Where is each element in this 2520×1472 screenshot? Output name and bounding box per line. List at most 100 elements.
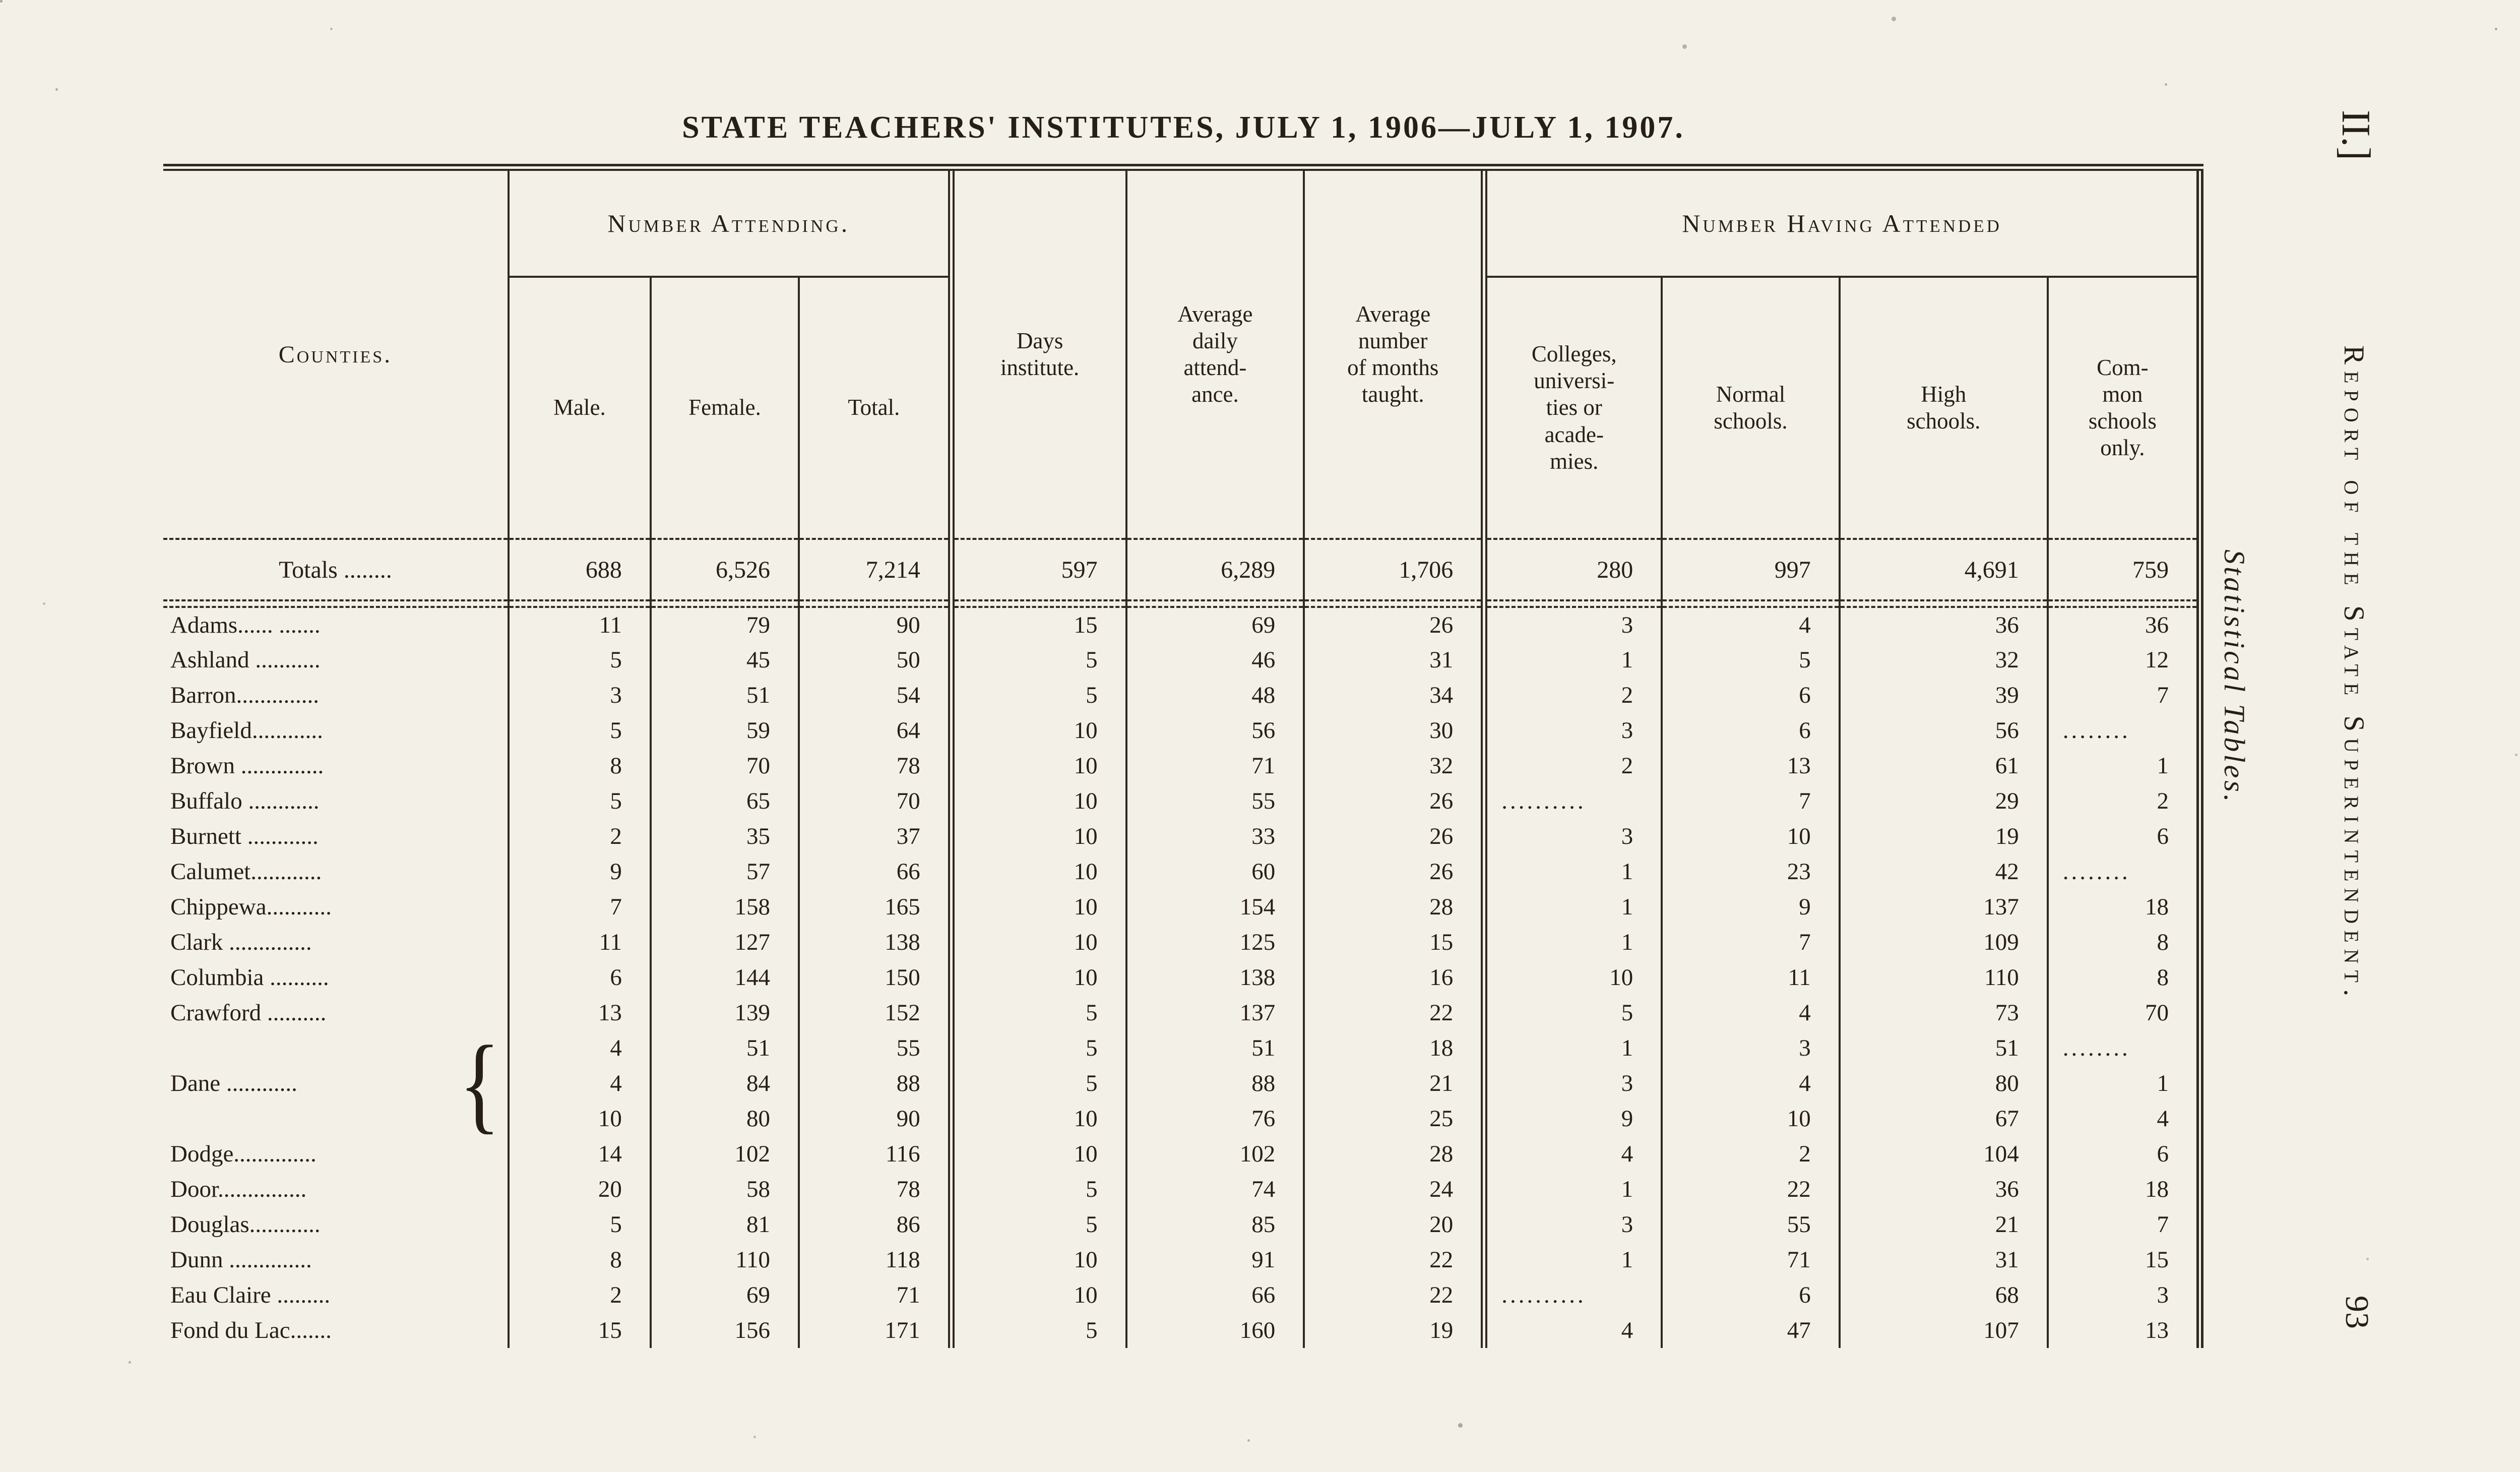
- value-cell: 70: [2046, 995, 2200, 1030]
- value-cell: 9: [1661, 889, 1840, 925]
- county-cell: Douglas............: [170, 1211, 321, 1238]
- value-cell: 68: [1838, 1277, 2048, 1313]
- value-cell: 10: [948, 819, 1126, 854]
- value-cell: 10: [948, 960, 1126, 995]
- page-number: 93: [2339, 1296, 2375, 1329]
- value-cell: 66: [1125, 1277, 1304, 1313]
- value-cell: 5: [1481, 995, 1662, 1030]
- value-cell: 6: [1661, 713, 1840, 748]
- value-cell: 20: [507, 1172, 651, 1207]
- value-cell: 46: [1125, 642, 1304, 678]
- value-cell: 5: [948, 995, 1126, 1030]
- value-cell: 7: [507, 889, 651, 925]
- days-institute-header: Days institute.: [948, 171, 1126, 539]
- value-cell: 13: [2046, 1313, 2200, 1348]
- table-row: Door............... 20 58 78 5 74 24 1 22 36 18: [163, 1172, 2200, 1207]
- value-cell: 3: [2046, 1277, 2200, 1313]
- value-cell: 24: [1303, 1172, 1484, 1207]
- value-cell: 50: [798, 642, 952, 678]
- value-cell: 2: [2046, 783, 2200, 819]
- value-cell: 102: [649, 1136, 799, 1172]
- totals-value: 7,214: [798, 538, 952, 601]
- value-cell: 109: [1838, 925, 2048, 960]
- value-cell: 11: [507, 607, 651, 642]
- county-cell: Door...............: [170, 1176, 307, 1202]
- value-cell: 18: [2046, 889, 2200, 925]
- value-cell: 10: [1481, 960, 1662, 995]
- value-cell: 69: [1125, 607, 1304, 642]
- value-cell: 42: [1838, 854, 2048, 889]
- table-row: Fond du Lac....... 15 156 171 5 160 19 4 47 107 13: [163, 1313, 2200, 1348]
- table-row: 10 80 90 10 76 25 9 10 67 4: [163, 1101, 2200, 1136]
- table-row: Chippewa........... 7 158 165 10 154 28 1 9 137 18: [163, 889, 2200, 925]
- totals-value: 4,691: [1838, 538, 2048, 601]
- value-cell: 71: [798, 1277, 952, 1313]
- value-cell: 10: [948, 713, 1126, 748]
- value-cell: 29: [1838, 783, 2048, 819]
- totals-value: 688: [507, 538, 651, 601]
- table-row: 4 84 88 5 88 21 3 4 80 1: [163, 1066, 2200, 1101]
- value-cell: 137: [1125, 995, 1304, 1030]
- table-row: Douglas............ 5 81 86 5 85 20 3 55 21 7: [163, 1207, 2200, 1242]
- table-row: Brown .............. 8 70 78 10 71 32 2 13 61 1: [163, 748, 2200, 783]
- value-cell: 10: [948, 1136, 1126, 1172]
- value-cell: 138: [798, 925, 952, 960]
- value-cell: 31: [1303, 642, 1484, 678]
- value-cell: 5: [948, 642, 1126, 678]
- value-cell: 3: [1481, 1207, 1662, 1242]
- value-cell: 144: [649, 960, 799, 995]
- value-cell: 36: [1838, 1172, 2048, 1207]
- county-cell: Bayfield............: [170, 717, 323, 744]
- number-having-attended-header: Number Having Attended: [1481, 171, 2200, 278]
- avg-daily-attendance-header: Average daily attend- ance.: [1125, 171, 1304, 539]
- value-cell: ........: [2046, 713, 2200, 748]
- value-cell: 3: [1481, 713, 1662, 748]
- value-cell: 85: [1125, 1207, 1304, 1242]
- value-cell: 4: [1661, 995, 1840, 1030]
- value-cell: 7: [1661, 925, 1840, 960]
- table-header: Counties. Number Attending. Days institu…: [163, 171, 2200, 539]
- value-cell: 32: [1838, 642, 2048, 678]
- value-cell: 78: [798, 748, 952, 783]
- value-cell: 35: [649, 819, 799, 854]
- value-cell: 6: [1661, 1277, 1840, 1313]
- value-cell: 165: [798, 889, 952, 925]
- value-cell: 6: [2046, 819, 2200, 854]
- value-cell: 30: [1303, 713, 1484, 748]
- value-cell: 2: [507, 819, 651, 854]
- county-cell: Calumet............: [170, 858, 322, 885]
- value-cell: 20: [1303, 1207, 1484, 1242]
- table-row: Calumet............ 9 57 66 10 60 26 1 23 42.....…: [163, 854, 2200, 889]
- value-cell: 4: [2046, 1101, 2200, 1136]
- table-row: Burnett ............ 2 35 37 10 33 26 3 10 19 6: [163, 819, 2200, 854]
- value-cell: 171: [798, 1313, 952, 1348]
- value-cell: 45: [649, 642, 799, 678]
- value-cell: 10: [948, 1101, 1126, 1136]
- value-cell: 28: [1303, 889, 1484, 925]
- county-cell: Chippewa...........: [170, 894, 332, 920]
- county-cell: Ashland ...........: [170, 647, 321, 673]
- value-cell: 13: [1661, 748, 1840, 783]
- value-cell: 5: [507, 783, 651, 819]
- value-cell: 7: [2046, 678, 2200, 713]
- value-cell: 10: [948, 854, 1126, 889]
- value-cell: 61: [1838, 748, 2048, 783]
- value-cell: 55: [1661, 1207, 1840, 1242]
- county-label: Dane ............: [170, 1070, 297, 1096]
- value-cell: 76: [1125, 1101, 1304, 1136]
- value-cell: 78: [798, 1172, 952, 1207]
- totals-value: 6,289: [1125, 538, 1304, 601]
- county-cell: Fond du Lac.......: [170, 1317, 332, 1343]
- value-cell: 6: [2046, 1136, 2200, 1172]
- common-schools-header: Com- mon schools only.: [2046, 277, 2200, 539]
- value-cell: 10: [948, 889, 1126, 925]
- value-cell: 6: [1661, 678, 1840, 713]
- column-header-row: Male. Female. Total. Colleges, universi-…: [163, 277, 2200, 539]
- table-area: Counties. Number Attending. Days institu…: [163, 164, 2203, 1348]
- value-cell: 21: [1838, 1207, 2048, 1242]
- female-header: Female.: [649, 277, 799, 539]
- value-cell: 3: [1481, 819, 1662, 854]
- table-row: Bayfield............ 5 59 64 10 56 30 3 6 56.....…: [163, 713, 2200, 748]
- value-cell: ........: [2046, 1030, 2200, 1066]
